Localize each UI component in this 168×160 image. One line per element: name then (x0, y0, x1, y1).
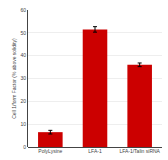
svg-text:LFA-1/Talin siRNA: LFA-1/Talin siRNA (119, 148, 160, 154)
svg-text:20: 20 (20, 98, 26, 104)
svg-text:PolyLysine: PolyLysine (38, 148, 62, 154)
svg-text:50: 50 (20, 30, 26, 36)
svg-text:30: 30 (20, 75, 26, 81)
svg-text:Cell 1/form Factor (% above so: Cell 1/form Factor (% above solidity) (11, 38, 17, 119)
svg-text:10: 10 (20, 121, 26, 127)
svg-text:60: 60 (20, 7, 26, 13)
svg-text:40: 40 (20, 52, 26, 58)
svg-text:LFA-1: LFA-1 (88, 148, 102, 154)
svg-text:0: 0 (23, 144, 26, 150)
